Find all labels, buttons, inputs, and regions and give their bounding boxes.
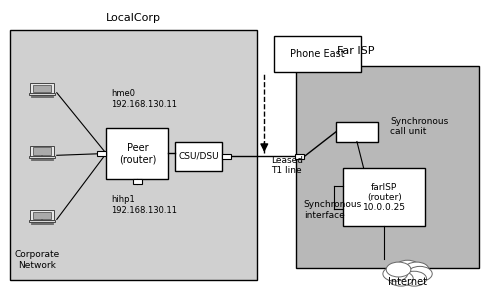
Text: hme0
192.168.130.11: hme0 192.168.130.11 xyxy=(111,89,177,109)
Bar xyxy=(29,93,55,95)
Text: Far ISP: Far ISP xyxy=(337,46,374,56)
Text: hihp1
192.168.130.11: hihp1 192.168.130.11 xyxy=(111,195,177,215)
Text: LocalCorp: LocalCorp xyxy=(106,13,161,23)
Bar xyxy=(106,128,168,179)
Bar xyxy=(97,151,106,156)
Bar xyxy=(222,154,231,159)
Bar xyxy=(30,210,54,221)
Bar xyxy=(343,168,425,226)
Bar xyxy=(295,154,304,159)
Bar xyxy=(29,156,55,158)
Bar xyxy=(33,85,51,92)
Bar xyxy=(30,83,54,94)
Text: Phone East: Phone East xyxy=(290,49,345,59)
Bar xyxy=(30,146,54,156)
Bar xyxy=(296,66,479,268)
Bar xyxy=(10,30,257,280)
Bar xyxy=(274,36,361,72)
Bar xyxy=(175,142,222,171)
Bar xyxy=(336,122,378,142)
Text: Leased
T1 line: Leased T1 line xyxy=(271,156,303,175)
Text: farISP
(router)
10.0.0.25: farISP (router) 10.0.0.25 xyxy=(363,183,406,212)
Circle shape xyxy=(395,260,420,275)
Text: Internet: Internet xyxy=(388,277,427,287)
Bar xyxy=(29,220,55,222)
Circle shape xyxy=(402,271,426,286)
Circle shape xyxy=(404,262,429,277)
Bar xyxy=(33,212,51,219)
Text: Peer
(router): Peer (router) xyxy=(119,143,156,164)
Bar xyxy=(33,148,51,154)
Circle shape xyxy=(389,271,413,286)
Bar xyxy=(31,223,53,224)
Circle shape xyxy=(386,262,411,277)
Text: Synchronous
interface: Synchronous interface xyxy=(304,200,362,220)
Text: Corporate
Network: Corporate Network xyxy=(14,250,60,270)
Circle shape xyxy=(383,266,408,281)
Bar xyxy=(132,179,141,184)
Text: CSU/DSU: CSU/DSU xyxy=(178,152,219,161)
Circle shape xyxy=(408,266,432,281)
Bar xyxy=(31,96,53,97)
Bar xyxy=(31,159,53,160)
Text: Synchronous
call unit: Synchronous call unit xyxy=(390,117,449,136)
